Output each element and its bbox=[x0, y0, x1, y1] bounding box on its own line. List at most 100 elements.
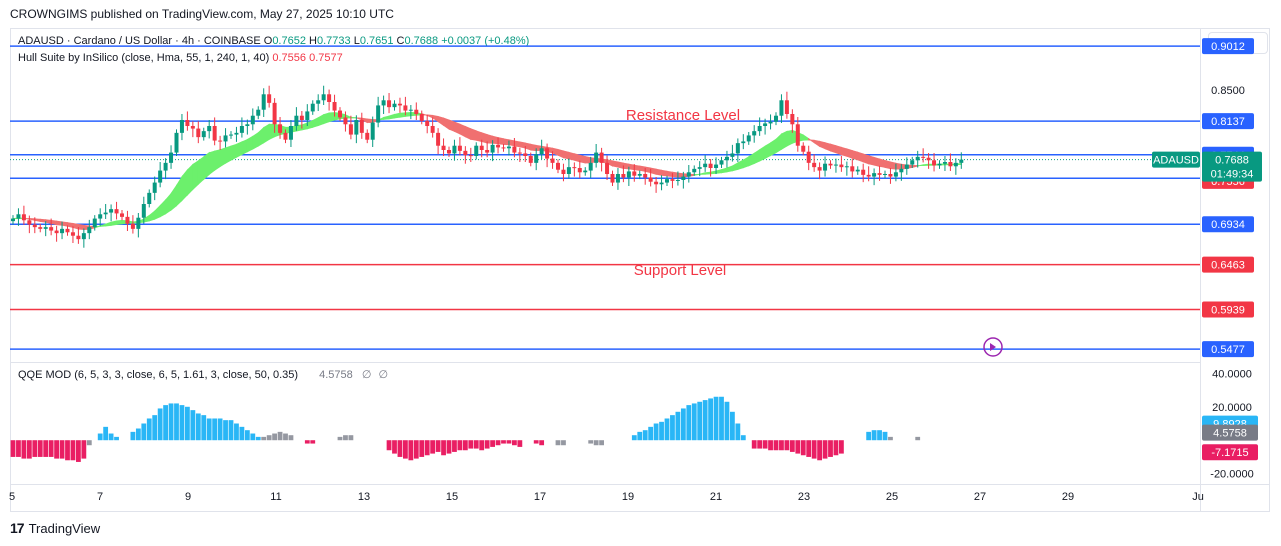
hull-segment bbox=[394, 112, 401, 119]
time-tick-label: 23 bbox=[798, 491, 810, 503]
candle-body bbox=[234, 132, 239, 135]
qqe-bar bbox=[670, 415, 675, 441]
price-scale-label: 0.8500 bbox=[1211, 85, 1245, 97]
candle-body bbox=[76, 235, 81, 240]
symbol-label[interactable]: ADAUSD · Cardano / US Dollar · 4h · COIN… bbox=[18, 35, 261, 47]
hull-segment bbox=[862, 153, 870, 165]
qqe-label[interactable]: QQE MOD (6, 5, 3, 3, close, 6, 5, 1.61, … bbox=[18, 369, 299, 381]
qqe-bar bbox=[691, 403, 697, 441]
candle-body bbox=[310, 103, 315, 112]
candle-body bbox=[953, 162, 958, 167]
qqe-bar bbox=[163, 405, 168, 441]
time-tick-label: 21 bbox=[710, 491, 722, 503]
qqe-bar bbox=[724, 401, 730, 441]
qqe-bar bbox=[768, 440, 773, 451]
hull-segment bbox=[710, 170, 717, 175]
qqe-bar bbox=[789, 440, 795, 452]
qqe-bar bbox=[337, 436, 343, 441]
qqe-bar bbox=[833, 440, 839, 456]
hull-segment bbox=[840, 146, 848, 157]
time-tick-label: 15 bbox=[446, 491, 458, 503]
candle-body bbox=[21, 214, 26, 221]
candle-body bbox=[479, 145, 484, 150]
candle-body bbox=[833, 164, 838, 166]
low-label: L bbox=[353, 35, 360, 47]
price-legend[interactable]: ADAUSD · Cardano / US Dollar · 4h · COIN… bbox=[18, 35, 529, 47]
low-value: 0.7651 bbox=[359, 35, 394, 47]
qqe-bar bbox=[261, 436, 267, 441]
qqe-bar bbox=[719, 396, 724, 441]
hull-segment bbox=[530, 143, 537, 152]
qqe-bar bbox=[462, 440, 468, 451]
qqe-bar bbox=[675, 411, 681, 441]
hull-segment bbox=[50, 219, 58, 226]
candle-body bbox=[60, 228, 65, 234]
time-tick-label: 11 bbox=[270, 491, 281, 503]
hull-segment bbox=[323, 112, 330, 125]
close-value: 0.7688 bbox=[404, 35, 439, 47]
support-annotation[interactable]: Support Level bbox=[634, 262, 727, 279]
qqe-bar bbox=[195, 413, 201, 441]
hull-label[interactable]: Hull Suite by InSilico (close, Hma, 55, … bbox=[18, 52, 270, 64]
hull-segment bbox=[492, 135, 499, 145]
resistance-annotation[interactable]: Resistance Level bbox=[626, 107, 740, 124]
candle-body bbox=[643, 174, 648, 178]
qqe-bar bbox=[266, 435, 272, 441]
hull-segment bbox=[911, 164, 919, 168]
qqe-bar bbox=[26, 440, 32, 459]
candle-body bbox=[730, 153, 735, 157]
qqe-legend[interactable]: QQE MOD (6, 5, 3, 3, close, 6, 5, 1.61, … bbox=[18, 368, 388, 381]
pane-divider[interactable] bbox=[10, 362, 1200, 363]
qqe-bar bbox=[795, 440, 801, 454]
hull-segment bbox=[470, 128, 477, 141]
candle-body bbox=[299, 115, 304, 120]
hull-segment bbox=[677, 172, 684, 178]
time-tick-label: 13 bbox=[358, 491, 370, 503]
hull-segment bbox=[312, 117, 319, 128]
qqe-bar bbox=[223, 420, 228, 441]
svg-text:0.9012: 0.9012 bbox=[1211, 41, 1245, 53]
candle-body bbox=[626, 171, 631, 178]
qqe-bar bbox=[250, 433, 256, 441]
hull-segment bbox=[879, 158, 886, 168]
qqe-bar bbox=[773, 440, 779, 451]
qqe-bar bbox=[642, 430, 648, 441]
qqe-bar bbox=[16, 440, 21, 457]
replay-icon[interactable] bbox=[983, 337, 1003, 357]
candle-body bbox=[348, 124, 353, 135]
candle-body bbox=[670, 179, 675, 181]
candle-body bbox=[436, 132, 441, 146]
candle-body bbox=[65, 228, 70, 233]
candle-body bbox=[561, 169, 566, 174]
qqe-bar bbox=[740, 435, 746, 441]
qqe-bar bbox=[593, 440, 599, 446]
candle-body bbox=[588, 162, 593, 171]
candle-body bbox=[545, 148, 550, 159]
candle-body bbox=[703, 163, 708, 168]
qqe-bar bbox=[631, 435, 637, 441]
hull-legend[interactable]: Hull Suite by InSilico (close, Hma, 55, … bbox=[18, 52, 343, 64]
tradingview-logo[interactable]: 17 TradingView bbox=[10, 520, 100, 536]
qqe-bar bbox=[86, 440, 92, 446]
candle-body bbox=[566, 167, 571, 174]
qqe-bar bbox=[37, 440, 43, 457]
qqe-scale-label: -20.0000 bbox=[1210, 469, 1253, 481]
hull-segment bbox=[753, 148, 761, 165]
time-tick-label: 5 bbox=[9, 491, 15, 503]
candle-body bbox=[256, 109, 261, 116]
qqe-bar bbox=[539, 440, 545, 446]
candle-body bbox=[932, 160, 937, 166]
horizontal-lines-layer bbox=[10, 45, 1200, 350]
candle-body bbox=[457, 145, 462, 151]
candle-body bbox=[681, 176, 686, 180]
hull-segment bbox=[737, 159, 744, 171]
qqe-bar bbox=[517, 440, 523, 447]
qqe-bar bbox=[680, 408, 686, 441]
time-labels-layer: 5 7 9 11 13 15 17 19 21 23 25 27 29 Ju bbox=[9, 491, 1204, 503]
qqe-bar bbox=[217, 418, 223, 441]
qqe-bar bbox=[659, 421, 664, 441]
qqe-bar bbox=[446, 440, 452, 454]
hull-segment bbox=[497, 136, 504, 145]
qqe-bar bbox=[882, 431, 888, 441]
